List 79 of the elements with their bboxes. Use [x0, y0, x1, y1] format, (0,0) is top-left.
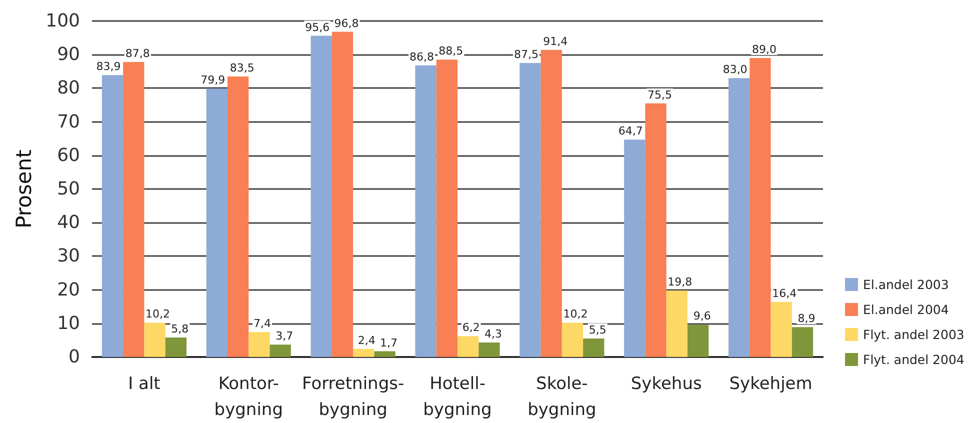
data-label: 64,7: [618, 124, 643, 138]
x-tick-label: Hotell- bygning: [423, 374, 492, 420]
data-label: 87,8: [125, 46, 150, 60]
bar: [540, 50, 562, 357]
y-tick-label: 60: [57, 144, 80, 166]
y-tick-label: 50: [57, 178, 80, 200]
x-tick-label: Kontor- bygning: [214, 374, 283, 420]
y-tick-label: 100: [46, 10, 80, 32]
y-tick-label: 20: [57, 279, 80, 300]
data-label: 7,4: [253, 317, 271, 330]
data-label: 89,0: [752, 42, 776, 56]
bar: [165, 338, 187, 357]
bar: [332, 32, 354, 357]
y-axis-title: Prosent: [12, 150, 36, 228]
x-tick-label: I alt: [128, 374, 161, 394]
y-tick-label: 70: [57, 111, 80, 132]
x-tick-label: Forretnings- bygning: [302, 374, 404, 420]
bar: [123, 62, 144, 357]
y-tick-label: 0: [68, 346, 80, 368]
data-label: 9,6: [693, 310, 711, 323]
x-tick-label: Skole- bygning: [528, 374, 596, 420]
data-label: 6,2: [462, 321, 480, 334]
y-tick-label: 80: [57, 78, 80, 99]
data-label: 75,5: [648, 88, 672, 102]
bar: [310, 36, 332, 357]
data-label: 86,8: [410, 50, 434, 64]
data-label: 95,6: [305, 20, 330, 34]
data-label: 5,5: [588, 324, 606, 337]
data-label: 4,3: [484, 328, 502, 341]
bar: [102, 75, 124, 357]
data-label: 96,8: [334, 16, 359, 30]
bar: [520, 63, 541, 357]
data-label: 16,4: [772, 286, 797, 300]
bar: [562, 322, 584, 357]
y-tick-label: 30: [57, 246, 80, 267]
legend-label: El.andel 2003: [863, 277, 949, 292]
bar: [270, 344, 291, 357]
data-label: 10,2: [563, 308, 588, 321]
data-label: 83,9: [96, 60, 121, 74]
bar: [436, 60, 458, 357]
bar: [645, 103, 666, 357]
data-label: 91,4: [543, 34, 568, 48]
bar: [144, 322, 166, 357]
data-label: 5,8: [171, 322, 189, 336]
data-label: 79,9: [200, 74, 226, 87]
x-tick-label: Sykehjem: [729, 374, 812, 394]
bar: [792, 327, 814, 357]
bar: [624, 140, 646, 357]
bar: [478, 342, 500, 357]
y-tick-label: 90: [57, 44, 80, 66]
bar: [750, 58, 771, 357]
bar: [227, 76, 249, 357]
data-label: 8,9: [798, 312, 816, 326]
data-label: 87,5: [514, 48, 538, 61]
bar: [583, 338, 604, 357]
legend-label: Flyt. andel 2004: [863, 352, 964, 367]
data-label: 3,7: [276, 330, 294, 343]
legend-label: Flyt. andel 2003: [863, 327, 964, 342]
bar: [458, 336, 479, 357]
bar: [206, 88, 228, 357]
legend-label: El.andel 2004: [863, 302, 949, 317]
y-tick-label: 40: [57, 212, 80, 234]
bar: [666, 290, 688, 357]
bar: [770, 302, 792, 357]
x-tick-label: Sykehus: [630, 374, 702, 394]
data-label: 88,5: [438, 44, 464, 58]
bar: [248, 332, 270, 357]
data-label: 83,0: [722, 63, 748, 76]
data-label: 10,2: [146, 308, 170, 321]
bar: [688, 324, 709, 357]
bar: [353, 348, 374, 357]
y-tick-label: 10: [57, 312, 80, 334]
bar: [374, 351, 396, 357]
bar: [415, 65, 436, 357]
data-label: 83,5: [230, 61, 254, 74]
data-label: 19,8: [668, 275, 692, 288]
bar: [728, 78, 750, 357]
data-label: 1,7: [380, 336, 398, 350]
data-label: 2,4: [358, 334, 376, 347]
